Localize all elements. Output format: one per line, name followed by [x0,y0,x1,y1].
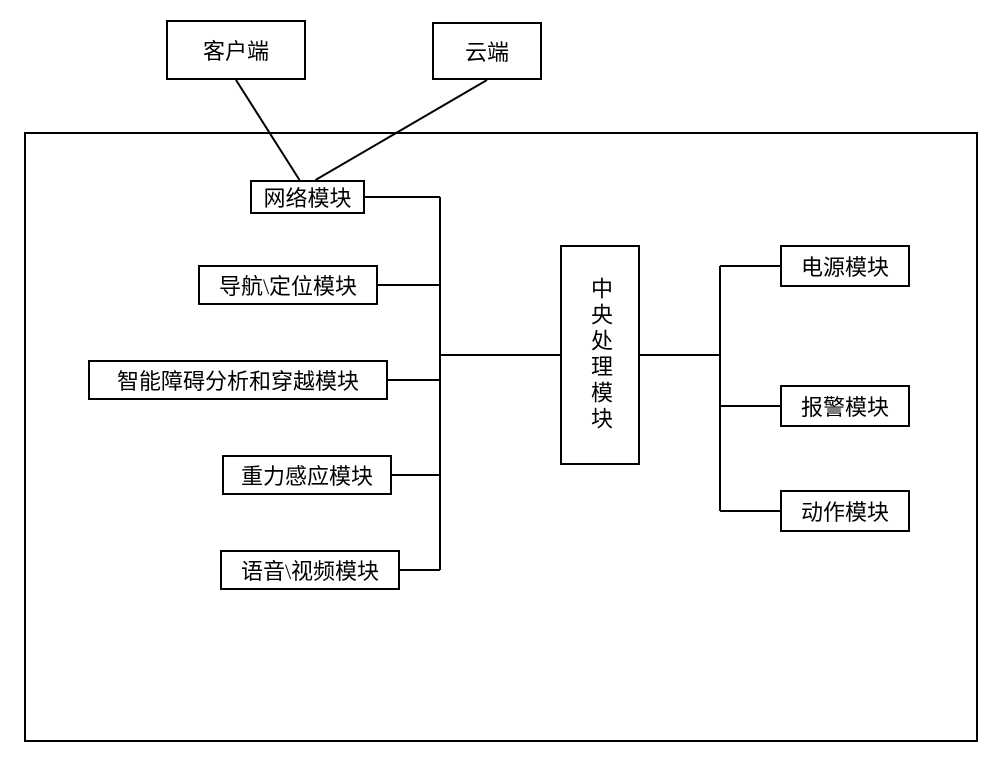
node-action: 动作模块 [780,490,910,532]
label-network: 网络模块 [263,181,351,213]
node-obstacle: 智能障碍分析和穿越模块 [88,360,388,400]
label-action: 动作模块 [801,495,889,527]
node-power: 电源模块 [780,245,910,287]
node-gravity: 重力感应模块 [222,455,392,495]
label-gravity: 重力感应模块 [241,459,373,491]
label-obstacle: 智能障碍分析和穿越模块 [117,364,359,396]
node-alarm: 报警模块 [780,385,910,427]
node-cloud: 云端 [432,22,542,80]
label-navigation: 导航\定位模块 [219,269,357,301]
node-media: 语音\视频模块 [220,550,400,590]
label-client: 客户端 [203,34,269,66]
node-network: 网络模块 [250,180,365,214]
label-alarm: 报警模块 [801,390,889,422]
node-cpu: 中央处理模块 [560,245,640,465]
label-power: 电源模块 [801,250,889,282]
node-navigation: 导航\定位模块 [198,265,378,305]
label-cpu: 中央处理模块 [584,277,616,433]
node-client: 客户端 [166,20,306,80]
main-container [24,132,978,742]
label-cloud: 云端 [465,35,509,67]
label-media: 语音\视频模块 [241,554,379,586]
